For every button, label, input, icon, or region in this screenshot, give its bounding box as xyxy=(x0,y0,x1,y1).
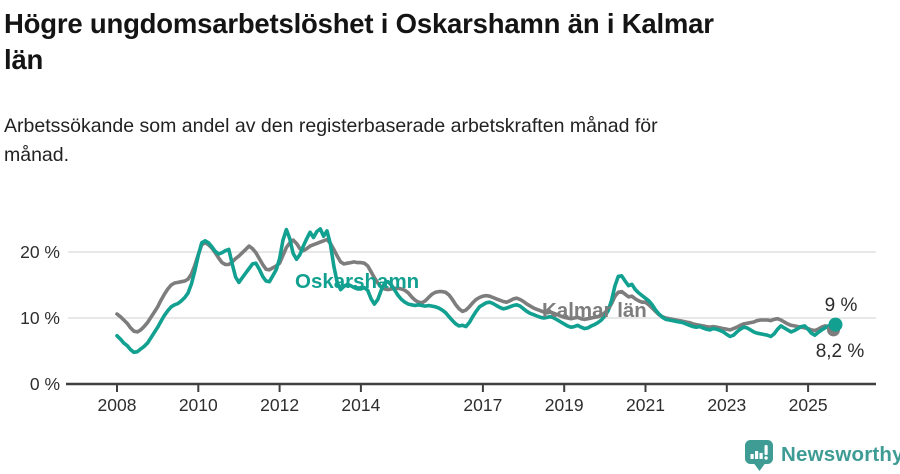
title-line-1: Högre ungdomsarbetslöshet i Oskarshamn ä… xyxy=(4,8,714,39)
line-chart: 20 % 10 % 0 % 2008 2010 2012 2014 2017 2… xyxy=(20,227,876,415)
y-tick-label-10: 10 % xyxy=(20,308,60,328)
y-tick-label-0: 0 % xyxy=(30,374,60,394)
series-label-kalmar-lan: Kalmar län xyxy=(542,299,647,322)
x-tick-label: 2010 xyxy=(179,395,218,415)
x-tick-label: 2014 xyxy=(341,395,380,415)
newsworthy-brand-link[interactable]: Newsworthy xyxy=(744,438,900,472)
x-axis-ticks xyxy=(116,384,810,392)
brand-name: Newsworthy xyxy=(781,443,900,466)
x-tick-label: 2025 xyxy=(789,395,828,415)
x-tick-label: 2008 xyxy=(98,395,137,415)
x-axis-labels: 2008 2010 2012 2014 2017 2019 2021 2023 … xyxy=(98,395,828,415)
subtitle-line-1: Arbetssökande som andel av den registerb… xyxy=(4,115,658,137)
title-line-2: län xyxy=(4,44,44,75)
y-tick-label-20: 20 % xyxy=(20,242,60,262)
x-tick-label: 2019 xyxy=(545,395,584,415)
chart-subtitle: Arbetssökande som andel av den registerb… xyxy=(4,112,864,170)
page-title: Högre ungdomsarbetslöshet i Oskarshamn ä… xyxy=(4,6,884,78)
x-tick-label: 2012 xyxy=(260,395,299,415)
series-end-dot-oskarshamn xyxy=(828,317,843,332)
newsworthy-logo-icon xyxy=(745,439,773,471)
series-line-kalmar-lan xyxy=(115,237,837,334)
series-line-oskarshamn xyxy=(115,227,837,355)
series-label-oskarshamn: Oskarshamn xyxy=(295,270,419,293)
x-tick-label: 2021 xyxy=(626,395,665,415)
end-value-label-kalmar-lan: 8,2 % xyxy=(816,341,865,362)
subtitle-line-2: månad. xyxy=(4,144,70,166)
x-tick-label: 2017 xyxy=(463,395,502,415)
end-value-label-oskarshamn: 9 % xyxy=(825,295,858,316)
x-tick-label: 2023 xyxy=(707,395,746,415)
